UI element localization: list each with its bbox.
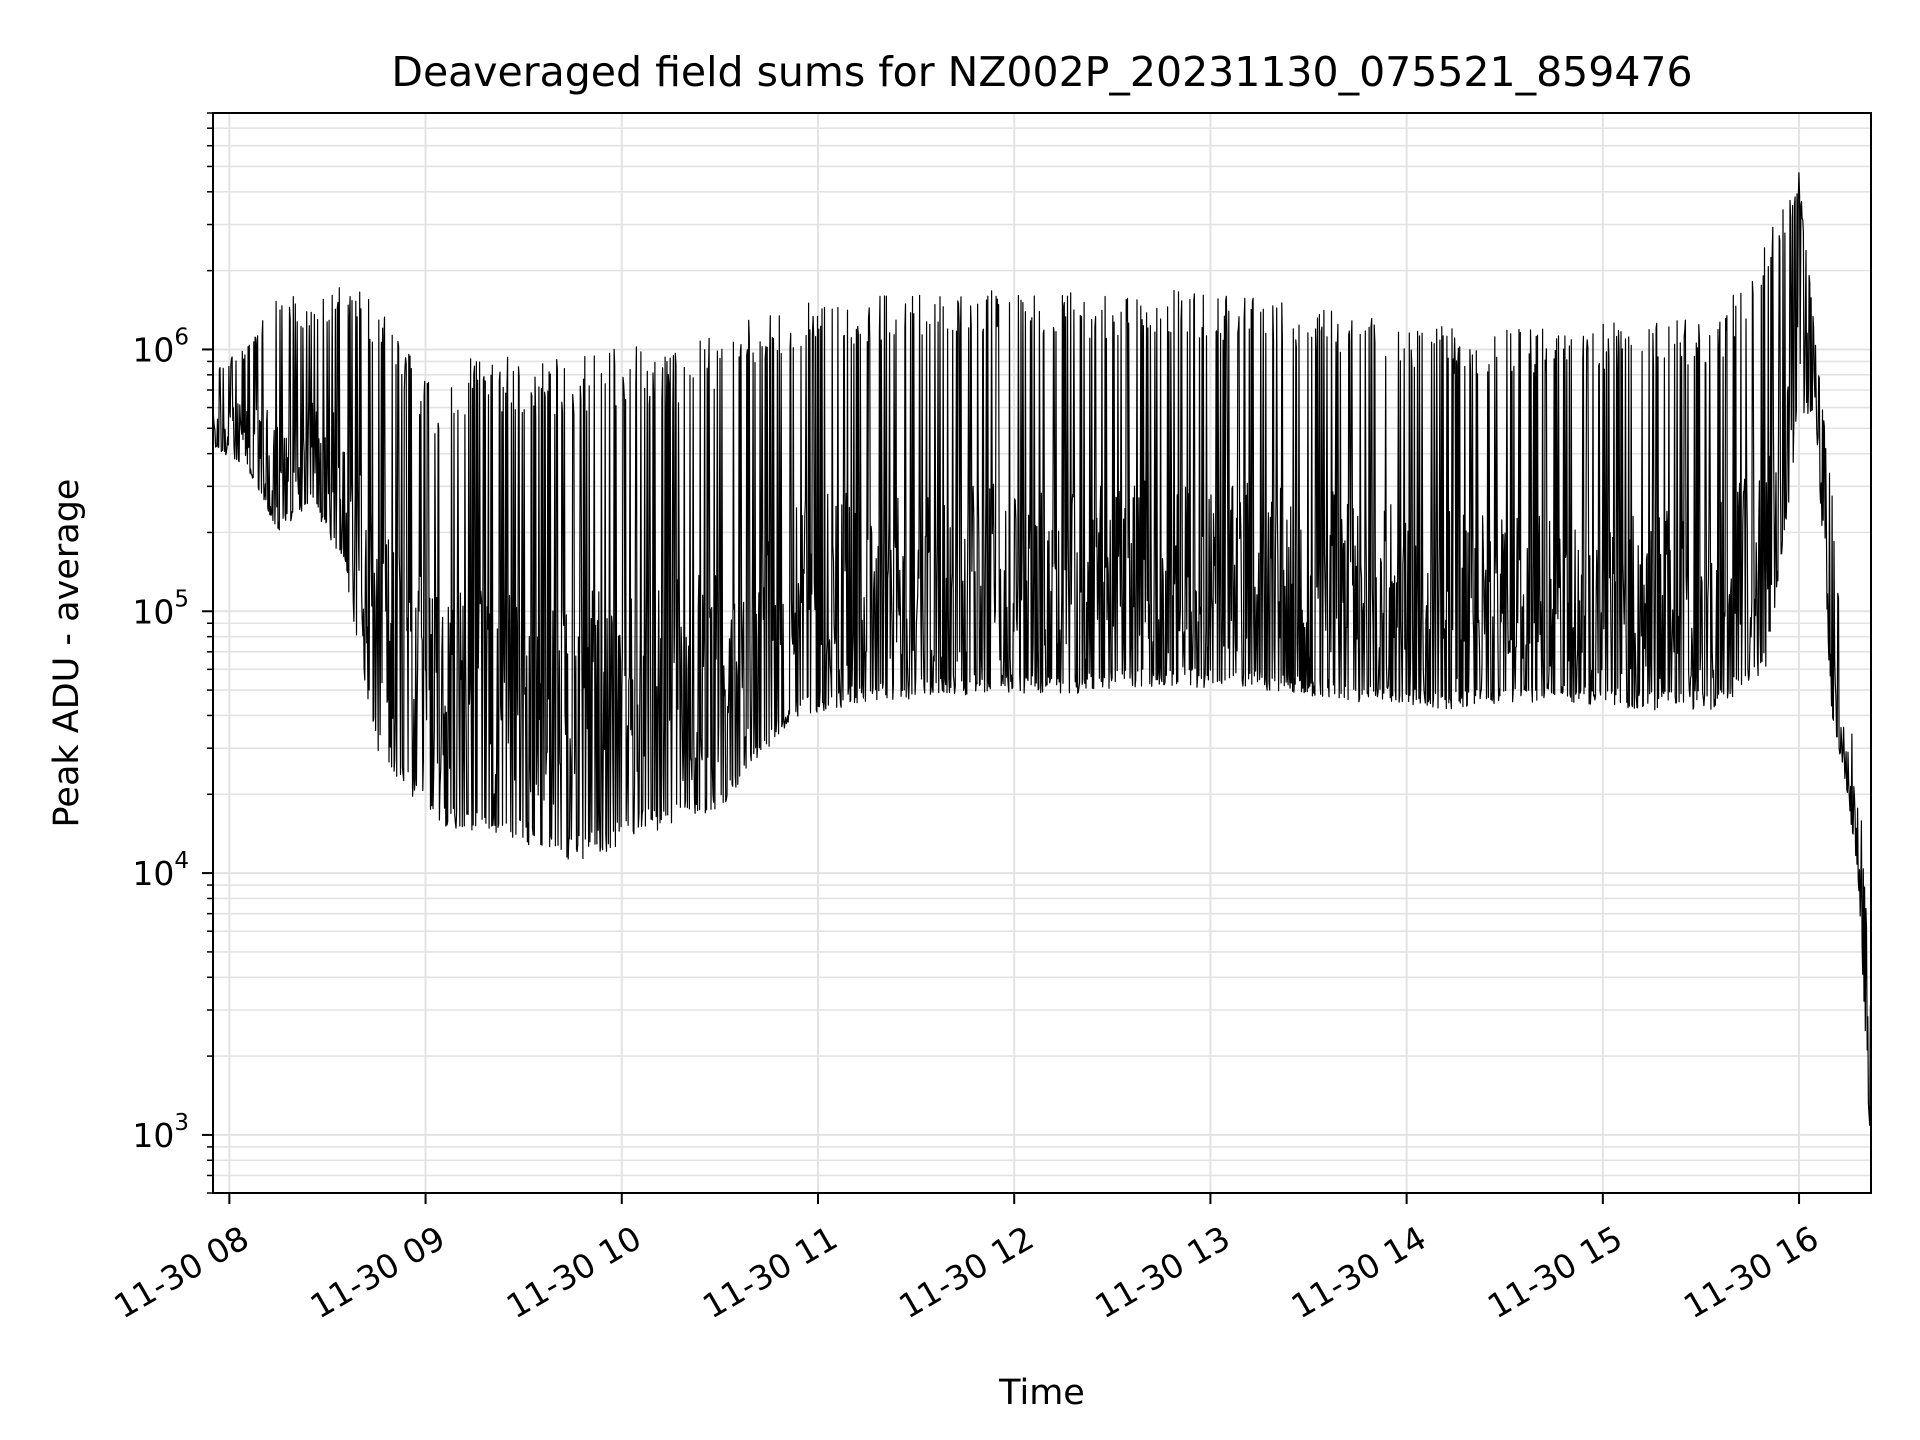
y-tick-label: 105 — [132, 586, 189, 631]
y-tick-base: 10 — [132, 330, 174, 369]
y-tick-exponent: 4 — [174, 848, 189, 874]
y-tick-base: 10 — [132, 854, 174, 893]
series-line — [212, 172, 1872, 1126]
chart-title: Deaveraged field sums for NZ002P_2023113… — [391, 48, 1692, 96]
plot-frame — [212, 112, 1872, 1194]
y-axis-label: Peak ADU - average — [47, 479, 87, 828]
y-tick-base: 10 — [132, 1116, 174, 1155]
y-tick-base: 10 — [132, 592, 174, 631]
y-tick-exponent: 6 — [174, 324, 189, 350]
y-tick-exponent: 5 — [174, 586, 189, 612]
y-tick-label: 103 — [132, 1110, 189, 1155]
y-tick-exponent: 3 — [174, 1110, 189, 1136]
y-tick-label: 104 — [132, 848, 189, 893]
y-tick-label: 106 — [132, 324, 189, 369]
series-layer — [212, 172, 1872, 1126]
x-axis-label: Time — [998, 1373, 1085, 1413]
